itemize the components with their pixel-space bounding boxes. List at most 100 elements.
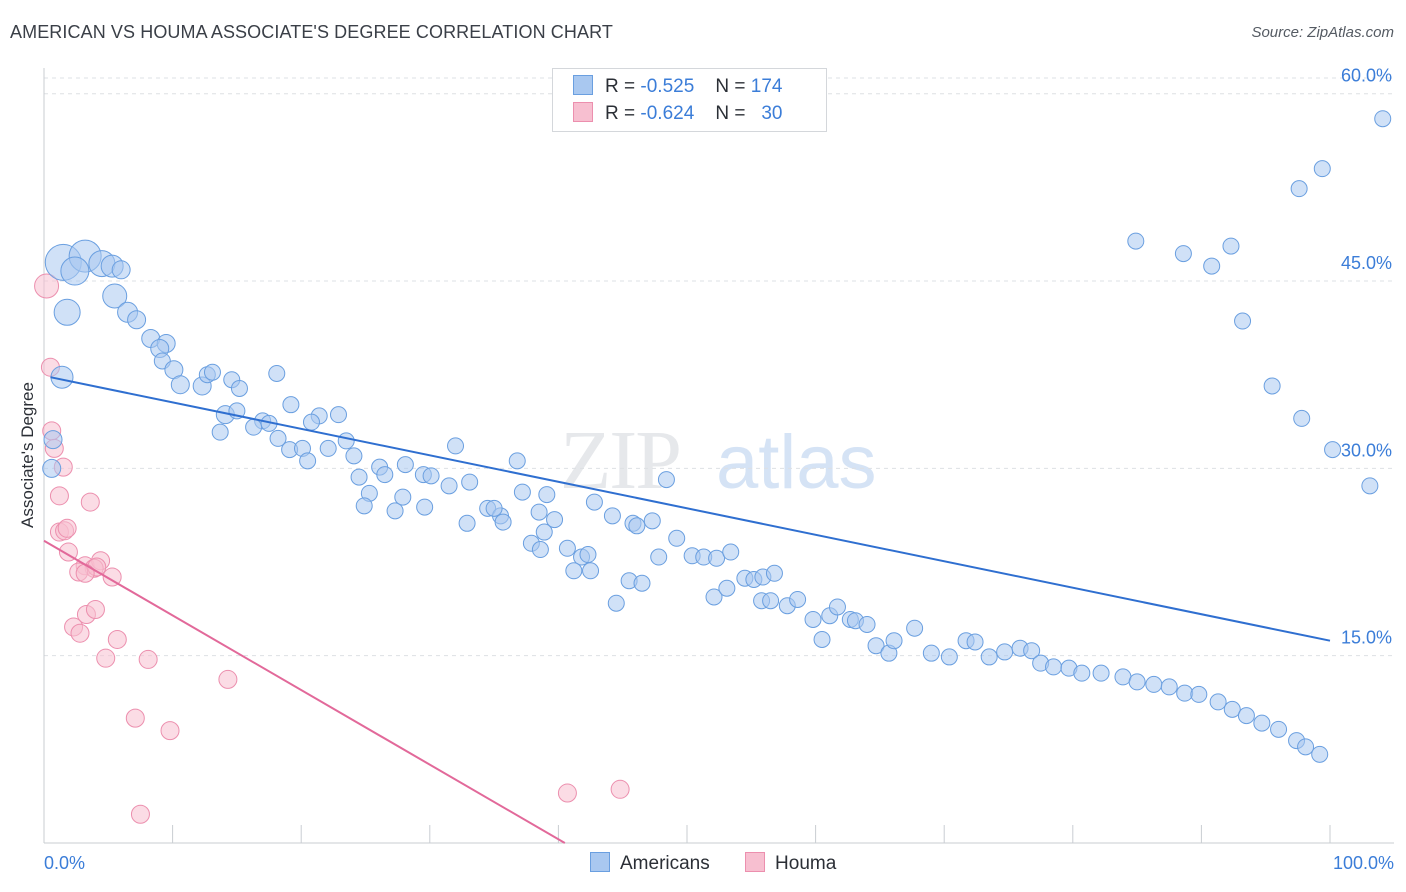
legend-row-americans: R = -0.525 N = 174 — [573, 75, 782, 99]
legend-n-value: 174 — [750, 76, 783, 97]
americans-point — [858, 615, 876, 633]
legend-item-americans[interactable]: Americans — [590, 852, 710, 875]
americans-point — [1297, 738, 1315, 756]
y-tick-label: 60.0% — [1341, 66, 1392, 86]
americans-trendline — [50, 376, 1331, 642]
americans-point — [203, 363, 221, 381]
legend-row-houma: R = -0.624 N = 30 — [573, 102, 782, 126]
americans-legend-swatch — [590, 852, 610, 872]
americans-point — [538, 486, 556, 504]
houma-point — [34, 273, 60, 299]
legend-n-label: N = — [715, 76, 746, 97]
americans-point — [1023, 642, 1041, 660]
houma-point — [75, 563, 95, 583]
legend-n-value: 30 — [761, 103, 783, 124]
houma-point — [138, 649, 158, 669]
houma-point — [96, 648, 116, 668]
americans-point — [980, 648, 998, 666]
americans-point — [1073, 664, 1091, 682]
houma-legend-label: Houma — [775, 853, 837, 874]
americans-point — [996, 643, 1014, 661]
americans-point — [1270, 720, 1288, 738]
americans-point — [535, 523, 553, 541]
americans-point — [603, 507, 621, 525]
americans-point — [53, 298, 81, 326]
americans-point — [966, 633, 984, 651]
x-tick-label: 100.0% — [1333, 853, 1394, 873]
americans-point — [127, 310, 147, 330]
americans-point — [1223, 700, 1241, 718]
americans-swatch — [573, 75, 593, 95]
americans-point — [440, 477, 458, 495]
americans-point — [337, 432, 355, 450]
americans-point — [940, 648, 958, 666]
legend-item-houma[interactable]: Houma — [745, 852, 836, 875]
houma-point — [160, 721, 180, 741]
americans-point — [922, 644, 940, 662]
americans-point — [565, 562, 583, 580]
houma-point — [70, 623, 90, 643]
americans-point — [762, 592, 780, 610]
americans-point — [1145, 675, 1163, 693]
americans-point — [268, 364, 286, 382]
americans-point — [111, 260, 131, 280]
legend: R = -0.525 N = 174 R = -0.624 N = 30 — [552, 68, 827, 132]
americans-point — [828, 598, 846, 616]
americans-point — [1176, 684, 1194, 702]
americans-point — [1092, 664, 1110, 682]
americans-point — [376, 466, 394, 484]
americans-point — [494, 513, 512, 531]
americans-point — [299, 452, 317, 470]
americans-point — [211, 423, 229, 441]
americans-point — [396, 456, 414, 474]
legend-r-label: R = — [605, 103, 636, 124]
y-tick-label: 30.0% — [1341, 440, 1392, 460]
americans-point — [585, 493, 603, 511]
americans-point — [722, 543, 740, 561]
americans-point — [1128, 673, 1146, 691]
americans-point — [319, 439, 337, 457]
americans-point — [60, 256, 90, 286]
americans-point — [1263, 377, 1281, 395]
americans-point — [508, 452, 526, 470]
americans-point — [668, 529, 686, 547]
series-legend: Americans Houma — [590, 852, 866, 875]
houma-point — [218, 669, 238, 689]
americans-point — [513, 483, 531, 501]
americans-point — [102, 283, 128, 309]
legend-r-value: -0.624 — [640, 103, 695, 124]
houma-point — [85, 599, 105, 619]
americans-point — [1203, 257, 1221, 275]
americans-point — [42, 458, 62, 478]
americans-point — [708, 549, 726, 567]
americans-point — [1190, 685, 1208, 703]
americans-point — [386, 502, 404, 520]
watermark-zip: ZIP — [560, 414, 680, 507]
americans-point — [1253, 714, 1271, 732]
americans-point — [643, 512, 661, 530]
houma-legend-swatch — [745, 852, 766, 872]
americans-point — [485, 499, 503, 517]
watermark-atlas: atlas — [716, 420, 877, 505]
americans-point — [350, 468, 368, 486]
y-tick-label: 15.0% — [1341, 628, 1392, 648]
americans-point — [394, 488, 412, 506]
americans-point — [1237, 707, 1255, 725]
americans-point — [906, 619, 924, 637]
americans-point — [447, 437, 465, 455]
source-label: Source: ZipAtlas.com — [1251, 24, 1394, 41]
americans-point — [355, 497, 373, 515]
houma-point — [57, 518, 77, 538]
americans-point — [607, 594, 625, 612]
americans-point — [558, 539, 576, 557]
houma-point — [125, 708, 145, 728]
americans-point — [633, 574, 651, 592]
americans-point — [170, 375, 190, 395]
houma-trendline — [43, 539, 566, 844]
houma-swatch — [573, 102, 593, 122]
americans-point — [1313, 160, 1331, 178]
americans-point — [530, 503, 548, 521]
x-tick-label: 0.0% — [44, 853, 85, 873]
americans-point — [1045, 658, 1063, 676]
